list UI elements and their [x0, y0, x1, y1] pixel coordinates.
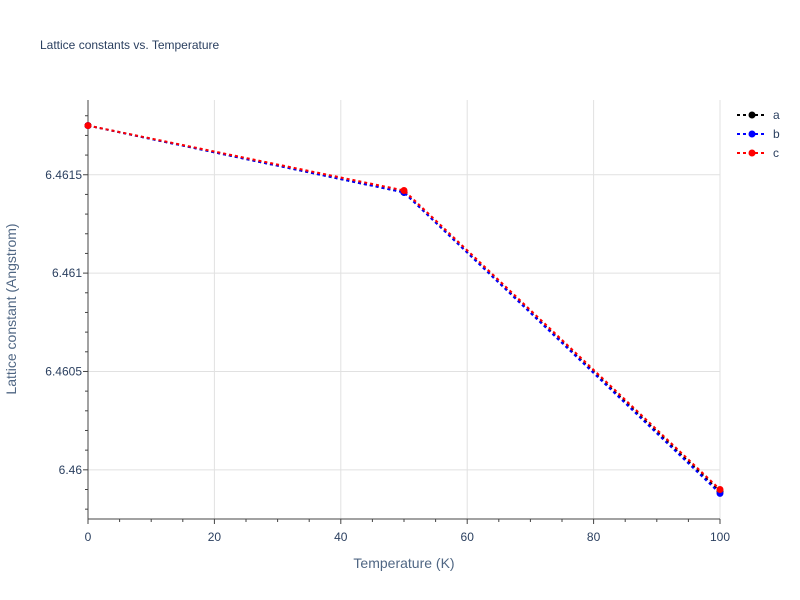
legend-label-a: a — [773, 108, 780, 122]
series-line-a[interactable] — [87, 124, 721, 493]
data-point-c[interactable] — [716, 485, 724, 493]
legend-marker-c — [748, 149, 756, 157]
y-axis-title: Lattice constant (Angstrom) — [3, 223, 19, 394]
data-point-c[interactable] — [400, 186, 408, 194]
y-tick-label: 6.46 — [59, 463, 83, 477]
axes: 0 20 40 60 80 100 6.46 6.4605 6.461 6.4615 — [45, 100, 730, 544]
legend[interactable]: abc — [737, 108, 780, 160]
legend-item-b[interactable]: b — [737, 127, 780, 141]
legend-item-c[interactable]: c — [737, 146, 779, 160]
x-tick-label: 20 — [208, 530, 222, 544]
x-tick-label: 80 — [587, 530, 601, 544]
x-tick-label: 40 — [334, 530, 348, 544]
legend-marker-a — [748, 111, 756, 119]
x-tick-label: 0 — [85, 530, 92, 544]
y-tick-label: 6.4605 — [45, 364, 82, 378]
legend-item-a[interactable]: a — [737, 108, 780, 122]
x-axis-title: Temperature (K) — [353, 555, 454, 571]
legend-label-c: c — [773, 146, 779, 160]
x-tick-label: 100 — [710, 530, 730, 544]
chart-title: Lattice constants vs. Temperature — [40, 38, 220, 52]
y-tick-label: 6.4615 — [45, 168, 82, 182]
series-line-c[interactable] — [87, 124, 721, 491]
grid-lines — [88, 100, 721, 519]
series-lines — [84, 122, 724, 497]
series-line-b[interactable] — [87, 124, 721, 495]
legend-label-b: b — [773, 127, 780, 141]
x-tick-label: 60 — [461, 530, 475, 544]
y-tick-label: 6.461 — [52, 266, 82, 280]
legend-marker-b — [748, 130, 756, 138]
data-point-c[interactable] — [84, 122, 92, 130]
